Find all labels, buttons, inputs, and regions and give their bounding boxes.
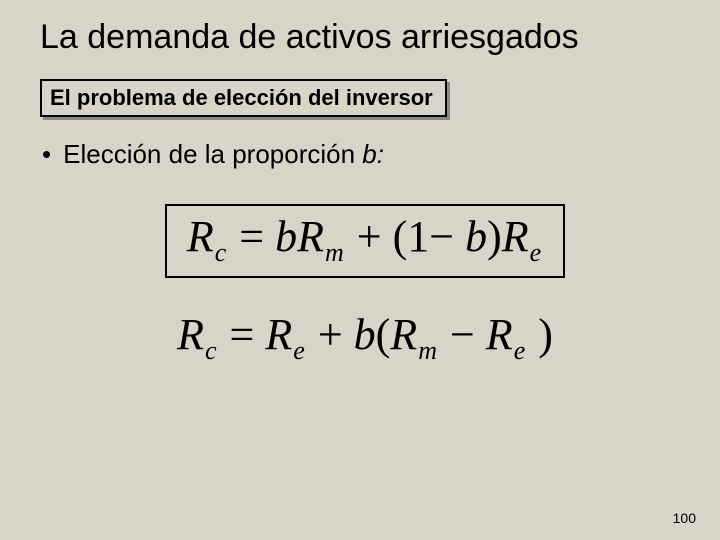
equation-1-container: Rc = bRm + (1− b)Re bbox=[40, 204, 690, 278]
eq1-equals: = bbox=[228, 212, 275, 261]
eq1-b2: b bbox=[465, 212, 487, 261]
eq1-one: 1 bbox=[407, 212, 429, 261]
eq1-Rm: R bbox=[297, 212, 324, 261]
eq2-Re1: R bbox=[265, 310, 292, 359]
eq2-Re2: R bbox=[486, 310, 513, 359]
eq2-minus: − bbox=[439, 310, 486, 359]
eq2-R: R bbox=[177, 310, 204, 359]
eq2-plus: + bbox=[307, 310, 354, 359]
eq1-Re: R bbox=[502, 212, 529, 261]
page-number: 100 bbox=[673, 510, 696, 526]
eq2-e1: e bbox=[292, 336, 307, 365]
eq2-e2: e bbox=[513, 336, 528, 365]
subtitle-box: El problema de elección del inversor bbox=[40, 79, 447, 117]
equation-2: Rc = Re + b(Rm − Re ) bbox=[177, 310, 553, 366]
equation-1-box: Rc = bRm + (1− b)Re bbox=[165, 204, 565, 278]
bullet-prefix: Elección de la proporción bbox=[63, 139, 362, 169]
equation-1: Rc = bRm + (1− b)Re bbox=[187, 212, 543, 261]
bullet-row: • Elección de la proporción b: bbox=[42, 139, 690, 170]
eq1-R: R bbox=[187, 212, 214, 261]
bullet-text: Elección de la proporción b: bbox=[63, 139, 384, 170]
eq1-e: e bbox=[529, 238, 544, 267]
eq2-c: c bbox=[204, 336, 219, 365]
eq2-equals: = bbox=[219, 310, 266, 359]
slide-title: La demanda de activos arriesgados bbox=[40, 18, 690, 57]
eq1-minus: − bbox=[429, 212, 465, 261]
slide: La demanda de activos arriesgados El pro… bbox=[0, 0, 720, 540]
eq2-b: b bbox=[354, 310, 376, 359]
equation-2-container: Rc = Re + b(Rm − Re ) bbox=[40, 310, 690, 366]
eq1-rpar: ) bbox=[487, 212, 502, 261]
eq2-Rm: R bbox=[390, 310, 417, 359]
eq1-b: b bbox=[275, 212, 297, 261]
eq1-c: c bbox=[214, 238, 229, 267]
eq1-m: m bbox=[324, 238, 346, 267]
eq1-plus: + bbox=[346, 212, 393, 261]
eq2-rpar: ) bbox=[527, 310, 553, 359]
eq1-lpar: ( bbox=[393, 212, 408, 261]
eq2-lpar: ( bbox=[376, 310, 391, 359]
bullet-dot: • bbox=[42, 141, 51, 167]
bullet-var: b: bbox=[362, 139, 384, 169]
eq2-m: m bbox=[417, 336, 439, 365]
subtitle-text: El problema de elección del inversor bbox=[50, 85, 433, 110]
